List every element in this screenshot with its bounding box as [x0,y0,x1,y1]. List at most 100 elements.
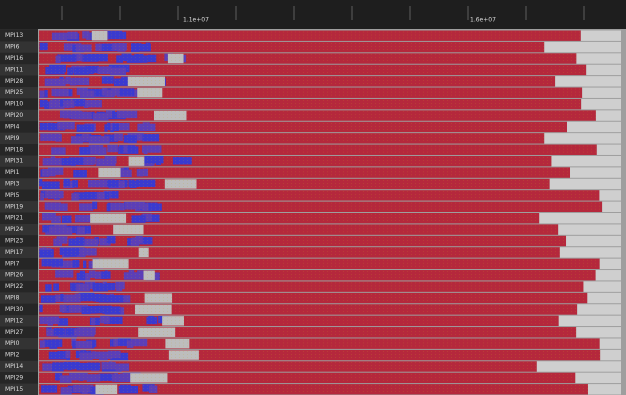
row-blue [66,101,70,108]
row-gray [559,316,621,326]
row-blue [56,56,61,63]
row-blue [117,44,125,51]
row-blue [115,363,129,370]
row-blue [137,124,155,131]
row-blue [67,32,77,39]
row-gray [551,156,621,166]
row-label: MPI18 [5,146,23,153]
row-blue [54,203,67,210]
row-gray [544,133,621,143]
row-blue [87,363,101,370]
row-label: MPI23 [5,238,23,245]
row-blue [92,352,112,359]
row-gray [587,293,621,303]
row-blue [102,271,108,278]
row-gray [596,110,621,120]
row-label: MPI1 [5,169,20,176]
row-label: MPI7 [5,260,20,267]
row-gray [550,179,621,189]
row-blue [107,123,110,130]
row-label: MPI6 [5,44,20,51]
row-gray-block [135,305,172,314]
row-blue [117,307,120,314]
row-gray-block [90,214,126,223]
row-gray-block [144,271,155,280]
row-blue [93,113,109,120]
row-blue [44,90,47,97]
row-blue [60,110,71,117]
row-blue [40,193,44,200]
ruler-label: 1.6e+07 [470,17,496,24]
row-blue [54,363,59,370]
row-blue [45,181,60,188]
row-blue [80,90,94,97]
row-blue [118,181,124,188]
row-gray-block [154,111,187,120]
row-label: MPI14 [5,363,23,370]
row-gray-block [165,339,189,348]
row-label: MPI27 [5,329,23,336]
row-gray-block [98,168,120,177]
row-label: MPI5 [5,192,20,199]
row-gray [600,338,621,348]
row-blue [137,169,143,176]
row-blue [77,227,85,234]
row-blue [39,90,44,97]
row-blue [149,386,157,393]
row-gray [599,190,621,200]
row-blue [110,68,126,75]
row-blue [45,284,51,291]
row-gray [581,31,621,41]
row-blue [53,283,59,290]
row-label: MPI3 [5,180,20,187]
row-blue [43,259,63,266]
row-gray-block [162,316,184,325]
row-blue [142,203,148,210]
row-blue [45,79,66,86]
row-gray [576,327,621,337]
row-gray-block [128,77,165,86]
row-blue [91,318,95,325]
row-label: MPI10 [5,101,23,108]
row-label: MPI20 [5,112,23,119]
row-blue [100,316,110,323]
row-gray-block [139,248,149,257]
row-gray-block [165,179,197,188]
row-gray [600,350,621,360]
row-label: MPI19 [5,203,23,210]
row-blue [73,260,80,267]
row-gray [560,247,621,257]
row-label: MPI2 [5,352,20,359]
row-gray-block [137,88,162,97]
row-gray-block [169,350,199,359]
row-label: MPI21 [5,215,23,222]
row-blue [156,158,161,165]
row-blue [51,216,61,223]
row-gray [581,99,621,109]
row-blue [39,250,53,257]
row-blue [102,76,114,83]
row-blue [105,156,117,163]
row-blue [77,124,94,131]
row-blue [127,146,136,153]
row-blue [82,31,89,38]
row-gray [596,270,621,280]
row-blue [53,239,62,246]
row-gray [600,259,621,269]
row-gray [602,202,621,212]
row-blue [146,43,151,50]
row-blue [81,294,102,301]
row-blue [40,340,45,347]
row-label: MPI25 [5,89,23,96]
row-blue [143,169,148,176]
row-gray-block [168,54,184,63]
row-label: MPI31 [5,158,23,165]
row-blue [55,270,73,277]
row-gray [583,281,621,291]
row-blue [97,67,111,74]
row-blue [77,273,86,280]
row-blue [106,295,124,302]
row-blue [91,306,95,313]
row-blue [79,327,96,334]
row-blue [124,272,145,279]
